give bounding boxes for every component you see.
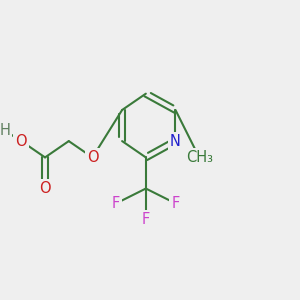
Text: N: N <box>170 134 181 148</box>
Text: CH₃: CH₃ <box>186 150 213 165</box>
Text: F: F <box>112 196 120 211</box>
Text: F: F <box>171 196 180 211</box>
Text: O: O <box>87 150 98 165</box>
Text: H: H <box>0 123 11 138</box>
Text: F: F <box>142 212 150 227</box>
Text: O: O <box>39 181 51 196</box>
Text: O: O <box>16 134 27 148</box>
